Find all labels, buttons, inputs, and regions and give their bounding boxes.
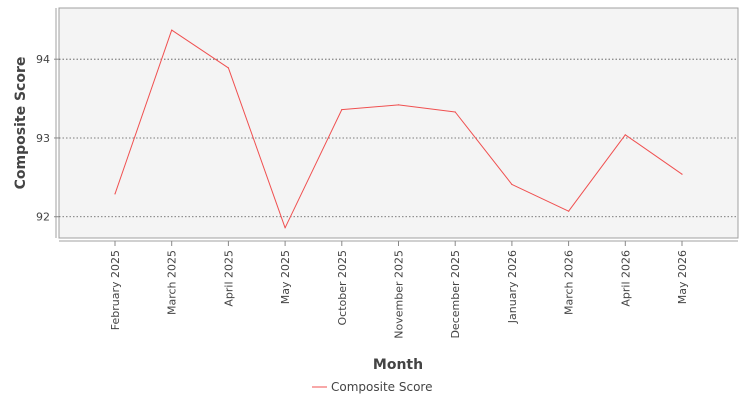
x-tick-label-november-2025: November 2025	[393, 250, 406, 339]
data-point-february-2025	[114, 193, 116, 195]
data-point-april-2026	[624, 134, 626, 136]
x-tick-label-february-2025: February 2025	[109, 250, 122, 330]
y-tick-label-92: 92	[36, 211, 50, 224]
data-point-may-2026	[681, 173, 683, 175]
x-tick-label-december-2025: December 2025	[449, 250, 462, 339]
series-layer	[114, 29, 683, 229]
plot-area-background	[58, 7, 739, 239]
data-point-march-2026	[568, 210, 570, 212]
y-tick-labels: 92 93 94	[36, 53, 59, 224]
y-tick-label-94: 94	[36, 53, 50, 66]
legend: Composite Score	[312, 380, 432, 394]
x-tick-label-march-2025: March 2025	[166, 250, 179, 315]
data-point-november-2025	[397, 104, 400, 106]
x-tick-label-april-2026: April 2026	[619, 250, 632, 307]
x-tick-label-october-2025: October 2025	[336, 250, 349, 326]
legend-label-composite-score: Composite Score	[331, 380, 432, 394]
data-point-december-2025	[454, 111, 456, 113]
x-tick-label-april-2025: April 2025	[222, 250, 235, 307]
y-axis-title: Composite Score	[13, 57, 29, 190]
data-point-march-2025	[171, 29, 173, 31]
data-point-january-2026	[511, 183, 513, 186]
x-tick-labels: February 2025 March 2025 April 2025 May 202…	[109, 241, 689, 339]
data-point-april-2025	[227, 67, 229, 69]
data-point-october-2025	[341, 109, 343, 111]
x-tick-label-january-2026: January 2026	[506, 250, 519, 324]
x-tick-label-march-2026: March 2026	[563, 250, 576, 315]
x-tick-label-may-2026: May 2026	[676, 250, 689, 304]
y-tick-label-93: 93	[36, 132, 50, 145]
data-point-may-2025	[284, 227, 286, 229]
grid-lines	[59, 58, 738, 218]
x-tick-label-may-2025: May 2025	[279, 250, 292, 304]
x-axis-title: Month	[373, 357, 423, 373]
